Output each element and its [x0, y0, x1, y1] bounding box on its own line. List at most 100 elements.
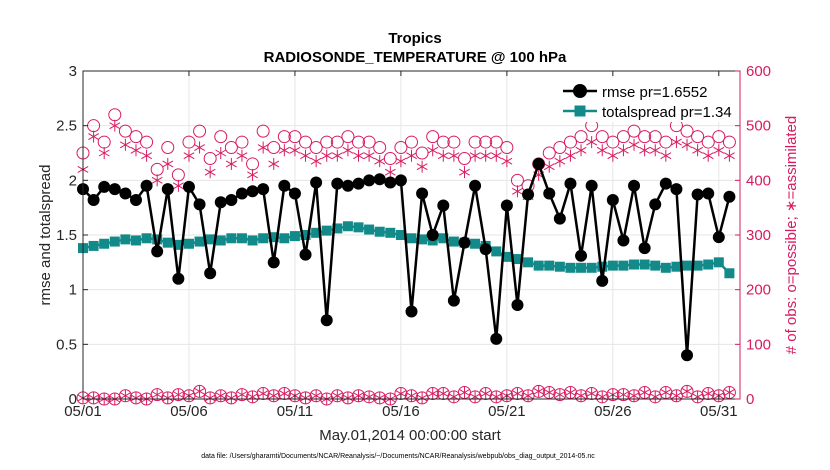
totalspread-point	[533, 260, 544, 271]
obs-possible-point	[330, 135, 344, 149]
rmse-point	[87, 194, 100, 207]
obs-assimilated-point	[575, 389, 587, 402]
obs-assimilated-point	[692, 144, 704, 157]
rmse-point	[490, 332, 503, 345]
obs-assimilated-point	[151, 174, 163, 187]
obs-assimilated-point	[215, 389, 227, 402]
obs-possible-point	[97, 135, 111, 149]
star-stroke	[596, 146, 608, 154]
totalspread-point	[109, 236, 120, 247]
obs-possible-point	[405, 135, 418, 149]
legend: rmse pr=1.6552 totalspread pr=1.34	[560, 78, 736, 122]
star-stroke	[692, 146, 704, 154]
rmse-point	[447, 294, 460, 307]
rmse-point	[341, 179, 354, 192]
obs-assimilated-point	[565, 386, 576, 399]
star-stroke	[300, 152, 311, 160]
obs-assimilated-point	[342, 144, 354, 157]
rmse-point	[257, 183, 270, 196]
star-stroke	[204, 394, 216, 402]
star-stroke	[512, 187, 523, 195]
legend-rmse-label: rmse pr=1.6552	[602, 84, 707, 101]
obs-assimilated-point	[141, 149, 153, 162]
obs-assimilated-point	[194, 385, 206, 398]
x-tick-label: 05/16	[382, 403, 420, 420]
totalspread-point	[289, 231, 300, 242]
obs-possible-point	[595, 130, 609, 144]
totalspread-point	[650, 260, 661, 271]
rmse-point	[659, 177, 672, 190]
star-stroke	[586, 138, 598, 146]
star-stroke	[247, 171, 258, 179]
obs-possible-point	[150, 162, 164, 176]
totalspread-point	[141, 233, 152, 244]
obs-assimilated-point	[194, 141, 206, 154]
obs-assimilated-point	[437, 387, 449, 400]
obs-possible-point	[193, 124, 207, 138]
rmse-point	[469, 179, 482, 192]
star-stroke	[215, 149, 227, 157]
star-stroke	[480, 390, 492, 397]
obs-assimilated-point	[437, 149, 449, 162]
totalspread-point	[130, 235, 141, 246]
star-stroke	[395, 157, 407, 165]
star-stroke	[395, 390, 407, 397]
legend-spread-label: totalspread pr=1.34	[602, 104, 732, 121]
star-stroke	[586, 390, 598, 397]
y-tick-label: 2	[69, 172, 77, 189]
obs-assimilated-point	[300, 391, 311, 404]
star-stroke	[448, 152, 460, 160]
star-stroke	[469, 152, 481, 160]
y-axis-label: rmse and totalspread	[37, 165, 54, 306]
totalspread-point	[353, 222, 364, 233]
obs-possible-point	[277, 130, 291, 144]
star-stroke	[374, 394, 386, 402]
y-right-tick-label: 0	[746, 391, 754, 408]
star-stroke	[331, 392, 343, 400]
star-stroke	[310, 157, 322, 165]
star-stroke	[278, 146, 290, 154]
obs-assimilated-point	[310, 389, 322, 402]
totalspread-point	[332, 223, 343, 234]
star-stroke	[225, 394, 237, 402]
obs-possible-point	[108, 108, 122, 122]
star-stroke	[172, 182, 184, 190]
star-stroke	[109, 122, 121, 130]
star-stroke	[543, 389, 555, 396]
rmse-point	[151, 245, 164, 258]
obs-assimilated-point	[268, 389, 280, 402]
obs-possible-point	[659, 135, 673, 149]
totalspread-point	[586, 262, 597, 273]
obs-assimilated-point	[374, 391, 386, 404]
totalspread-point	[448, 236, 459, 247]
obs-possible-point	[563, 135, 577, 149]
obs-assimilated-point	[670, 136, 682, 149]
totalspread-point	[639, 259, 650, 270]
rmse-point	[585, 179, 598, 192]
obs-possible-point	[691, 130, 705, 144]
rmse-point	[310, 176, 323, 189]
obs-assimilated-point	[713, 144, 725, 157]
totalspread-point	[671, 261, 682, 272]
y-tick-label: 2.5	[56, 118, 77, 135]
obs-possible-point	[235, 135, 249, 149]
rmse-point	[384, 176, 397, 189]
star-stroke	[480, 152, 492, 160]
star-stroke	[225, 160, 237, 168]
star-stroke	[204, 168, 216, 176]
star-stroke	[565, 389, 576, 396]
star-stroke	[628, 392, 640, 400]
totalspread-point	[629, 259, 640, 270]
obs-possible-point	[161, 141, 175, 155]
obs-possible-point	[489, 135, 503, 149]
series-layer	[76, 108, 736, 406]
rmse-point	[214, 196, 227, 209]
totalspread-point	[342, 221, 353, 232]
legend-rmse-marker	[573, 84, 587, 98]
obs-assimilated-point	[172, 179, 184, 192]
star-stroke	[437, 152, 449, 160]
y-right-tick-label: 100	[746, 336, 771, 353]
rmse-point	[246, 185, 259, 198]
obs-assimilated-point	[596, 144, 608, 157]
star-stroke	[289, 146, 301, 154]
